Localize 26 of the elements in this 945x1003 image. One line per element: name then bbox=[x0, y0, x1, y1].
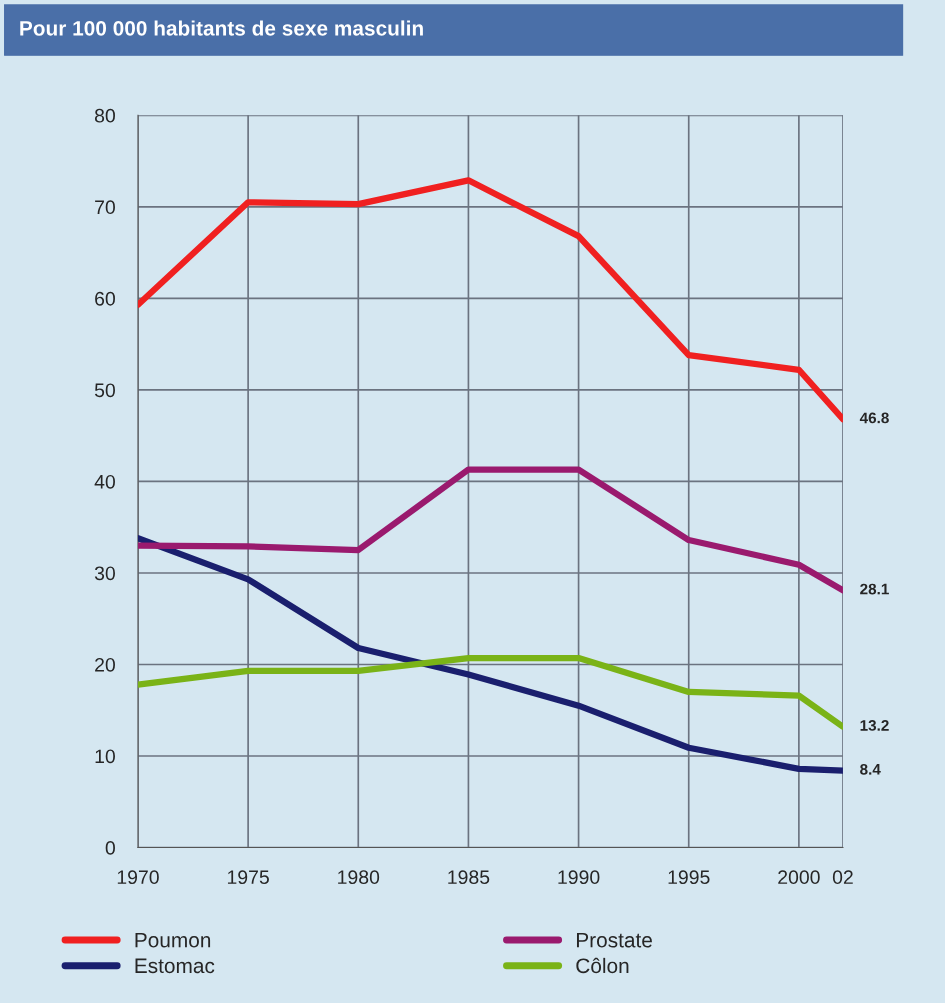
y-tick-label: 0 bbox=[105, 841, 115, 855]
y-tick-label: 30 bbox=[94, 566, 115, 581]
x-tick-label: 2000 bbox=[778, 870, 820, 885]
data-label: 8.4 bbox=[860, 763, 881, 775]
x-tick-label: 02 bbox=[832, 870, 853, 885]
data-label: 28.1 bbox=[860, 583, 889, 595]
x-tick-label: 1990 bbox=[558, 870, 600, 885]
data-label: 13.2 bbox=[860, 720, 889, 731]
y-tick-label: 80 bbox=[94, 108, 115, 123]
x-tick-label: 1995 bbox=[668, 870, 710, 885]
y-tick-label: 60 bbox=[95, 291, 115, 306]
legend-label: Prostate bbox=[576, 932, 652, 948]
legend-label: Côlon bbox=[576, 957, 629, 974]
data-label: 46.8 bbox=[859, 412, 889, 424]
x-tick-label: 1985 bbox=[448, 870, 490, 885]
y-tick-label: 50 bbox=[94, 383, 115, 398]
y-tick-label: 40 bbox=[94, 474, 115, 489]
y-tick-label: 20 bbox=[95, 657, 115, 672]
legend-label: Poumon bbox=[135, 932, 211, 948]
y-tick-label: 70 bbox=[95, 200, 115, 215]
x-tick-label: 1970 bbox=[117, 870, 159, 885]
x-tick-label: 1975 bbox=[227, 870, 269, 885]
x-tick-label: 1980 bbox=[338, 870, 380, 885]
legend-label: Estomac bbox=[135, 958, 215, 974]
y-tick-label: 10 bbox=[95, 749, 115, 764]
chart-title: Pour 100 000 habitants de sexe masculin bbox=[20, 20, 423, 36]
